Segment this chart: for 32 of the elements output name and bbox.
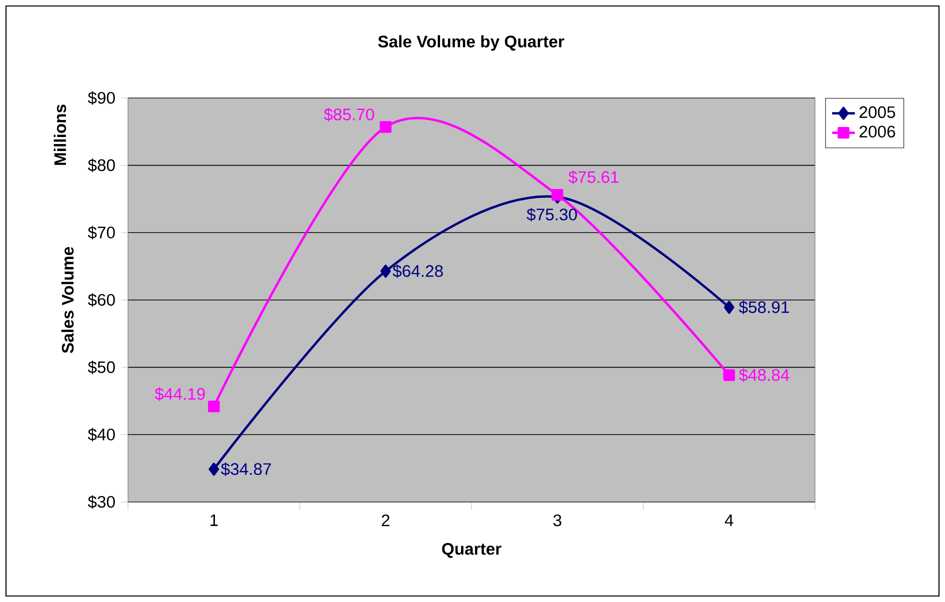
y-tick-label: $50 [88,360,115,374]
point [380,264,391,278]
data-label: $75.30 [526,208,577,222]
point [380,121,392,133]
y-tick-label: $80 [88,158,115,172]
data-label: $58.91 [738,300,789,314]
y-tick-label: $90 [88,91,115,105]
text: Millions [54,104,66,165]
x-tick-label: 1 [210,514,218,526]
point [723,369,735,381]
data-label: $75.61 [568,170,618,184]
legend-label: 2005 [860,106,896,118]
data-label: $44.19 [154,387,205,401]
y-tick-label: $60 [88,293,115,307]
data-label: $64.28 [392,264,443,278]
point [208,462,220,476]
point [208,400,220,412]
y-axis-title: Sales Volume [61,246,74,354]
y-tick-label: $70 [88,226,115,240]
data-label: $85.70 [324,108,374,122]
x-axis-title: Quarter [442,542,502,558]
point [552,189,564,201]
x-tick-label: 4 [724,514,734,526]
data-label: $48.84 [738,368,790,382]
data-label: $34.87 [221,462,271,476]
point [724,300,734,314]
x-tick-label: 2 [382,514,390,526]
chart-title: Sale Volume by Quarter [378,35,564,51]
x-tick-label: 3 [553,514,562,526]
legend-label: 2006 [860,126,896,138]
y-tick-label: $40 [88,428,115,442]
y-tick-label: $30 [88,495,115,509]
